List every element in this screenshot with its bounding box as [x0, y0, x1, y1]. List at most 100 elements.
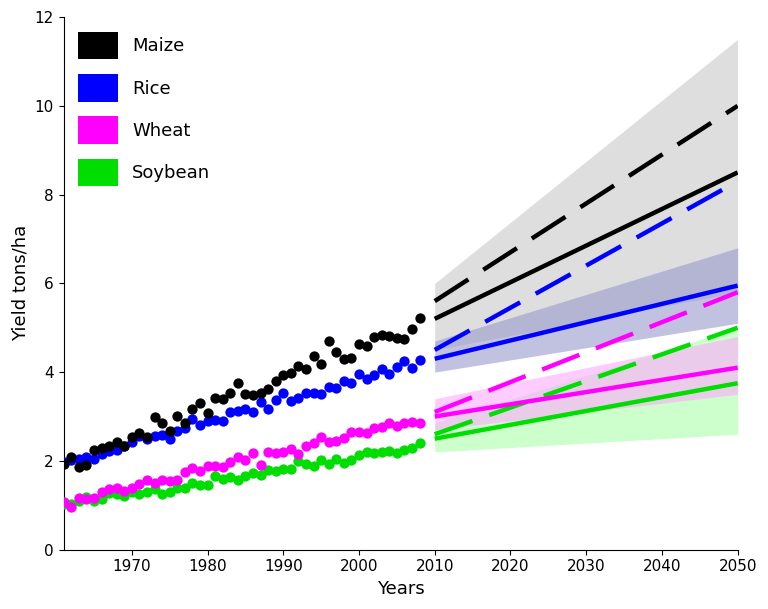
Point	[58, 459, 70, 468]
Point	[88, 445, 100, 454]
Point	[330, 454, 343, 463]
Point	[103, 441, 115, 451]
Point	[95, 443, 108, 453]
Point	[254, 398, 266, 407]
Point	[65, 452, 78, 462]
Point	[300, 442, 312, 451]
Point	[95, 487, 108, 497]
Point	[368, 423, 380, 433]
Point	[323, 337, 335, 347]
Point	[217, 394, 229, 404]
Point	[186, 463, 198, 473]
Point	[118, 487, 131, 496]
Point	[368, 448, 380, 457]
Point	[262, 465, 274, 474]
Point	[293, 449, 305, 459]
Point	[247, 407, 259, 417]
Point	[111, 446, 123, 456]
Point	[383, 446, 396, 456]
Point	[254, 460, 266, 470]
Point	[399, 334, 411, 344]
Point	[406, 364, 418, 373]
Point	[73, 454, 85, 463]
Point	[209, 461, 221, 471]
Point	[194, 480, 206, 490]
Point	[307, 388, 319, 398]
Point	[391, 448, 403, 458]
Point	[360, 341, 372, 351]
Point	[171, 483, 184, 493]
Point	[217, 416, 229, 426]
Point	[399, 356, 411, 366]
Point	[141, 432, 153, 442]
Point	[293, 361, 305, 371]
Point	[58, 499, 70, 509]
Point	[293, 393, 305, 403]
Point	[224, 472, 237, 482]
Point	[285, 396, 297, 406]
Point	[399, 418, 411, 428]
Point	[201, 416, 214, 426]
Point	[338, 376, 350, 386]
Point	[353, 368, 365, 378]
Point	[399, 445, 411, 455]
Point	[95, 495, 108, 504]
Point	[118, 491, 131, 501]
Point	[353, 427, 365, 437]
Point	[201, 480, 214, 490]
Point	[126, 432, 138, 442]
Point	[254, 388, 266, 398]
Point	[194, 466, 206, 476]
Point	[148, 484, 161, 494]
Point	[406, 417, 418, 426]
Point	[224, 407, 237, 417]
Point	[111, 483, 123, 493]
Point	[346, 456, 358, 465]
Point	[164, 426, 176, 436]
Point	[413, 438, 425, 448]
Point	[194, 398, 206, 408]
Point	[133, 431, 145, 440]
Point	[156, 489, 168, 499]
Point	[240, 404, 252, 414]
Point	[209, 393, 221, 403]
Point	[277, 447, 290, 457]
Point	[376, 423, 388, 432]
Point	[247, 390, 259, 400]
Point	[103, 446, 115, 456]
Point	[141, 488, 153, 498]
Point	[141, 476, 153, 485]
Point	[194, 420, 206, 429]
Point	[270, 396, 282, 406]
Point	[179, 418, 191, 428]
Point	[330, 348, 343, 357]
Point	[111, 437, 123, 447]
Point	[338, 459, 350, 468]
Point	[133, 479, 145, 489]
Point	[300, 364, 312, 373]
Point	[391, 421, 403, 431]
Point	[307, 351, 319, 361]
Point	[270, 448, 282, 457]
Point	[300, 460, 312, 470]
Point	[285, 463, 297, 473]
Point	[240, 455, 252, 465]
Point	[179, 467, 191, 477]
Point	[406, 443, 418, 452]
Point	[293, 456, 305, 466]
Point	[65, 499, 78, 509]
Point	[360, 448, 372, 457]
Point	[413, 356, 425, 365]
Point	[413, 418, 425, 428]
Point	[88, 496, 100, 505]
Point	[148, 412, 161, 421]
Point	[88, 493, 100, 503]
Point	[171, 475, 184, 485]
Point	[201, 409, 214, 418]
Point	[323, 459, 335, 469]
Point	[262, 447, 274, 457]
X-axis label: Years: Years	[377, 580, 425, 598]
Point	[186, 414, 198, 423]
Point	[277, 370, 290, 380]
Point	[353, 339, 365, 349]
